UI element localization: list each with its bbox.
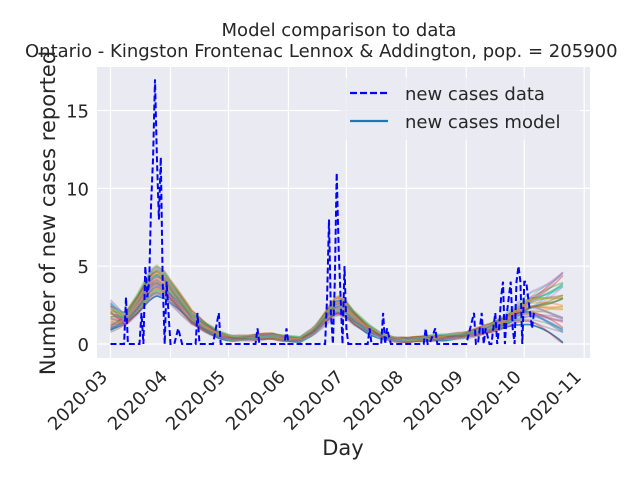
model-trajectory (110, 271, 564, 342)
model-trajectory (110, 281, 564, 343)
chart-subtitle: Ontario - Kingston Frontenac Lennox & Ad… (25, 41, 618, 62)
y-tick-label: 15 (66, 102, 89, 123)
model-trajectory (110, 271, 564, 342)
model-trajectory (110, 271, 564, 343)
legend-label-data: new cases data (405, 84, 545, 105)
y-tick-label: 0 (78, 335, 89, 356)
legend: new cases data new cases model (340, 78, 580, 140)
model-trajectory (110, 281, 564, 342)
model-trajectory (110, 275, 563, 342)
model-trajectory (109, 273, 564, 343)
model-trajectory (109, 265, 564, 342)
data-series (110, 79, 535, 345)
model-trajectory (110, 270, 564, 342)
model-trajectory (110, 285, 564, 342)
model-trajectory (110, 267, 564, 342)
chart-title: Model comparison to data (222, 20, 457, 41)
model-trajectory (110, 268, 564, 342)
y-axis-label: Number of new cases reported (36, 51, 60, 375)
model-trajectory (110, 287, 564, 343)
model-trajectory (109, 283, 564, 343)
model-trajectory (110, 275, 564, 343)
model-trajectory (109, 280, 564, 342)
model-trajectory (110, 269, 564, 342)
legend-box (340, 78, 580, 140)
y-axis: 0 5 10 15 (66, 102, 89, 356)
y-tick-label: 10 (66, 179, 89, 200)
model-trajectory (110, 273, 564, 342)
model-trajectory (110, 289, 564, 343)
model-trajectory (109, 283, 564, 342)
model-trajectories (109, 264, 564, 344)
y-tick-label: 5 (78, 257, 89, 278)
model-trajectory (110, 272, 563, 342)
model-trajectory (110, 264, 564, 342)
model-trajectory (110, 265, 564, 342)
model-trajectory (110, 281, 564, 342)
x-axis-label: Day (322, 436, 363, 460)
model-trajectory (110, 285, 564, 344)
model-trajectory (110, 266, 564, 342)
model-trajectory (110, 274, 564, 344)
model-trajectory (110, 277, 563, 343)
model-trajectory (109, 284, 563, 344)
model-trajectory (110, 288, 564, 343)
model-trajectory (109, 273, 564, 342)
model-trajectory (110, 295, 564, 344)
data-line (110, 79, 535, 345)
model-trajectory (110, 270, 564, 342)
legend-label-model: new cases model (405, 112, 560, 133)
model-trajectory (110, 279, 564, 342)
model-trajectory (110, 271, 564, 342)
